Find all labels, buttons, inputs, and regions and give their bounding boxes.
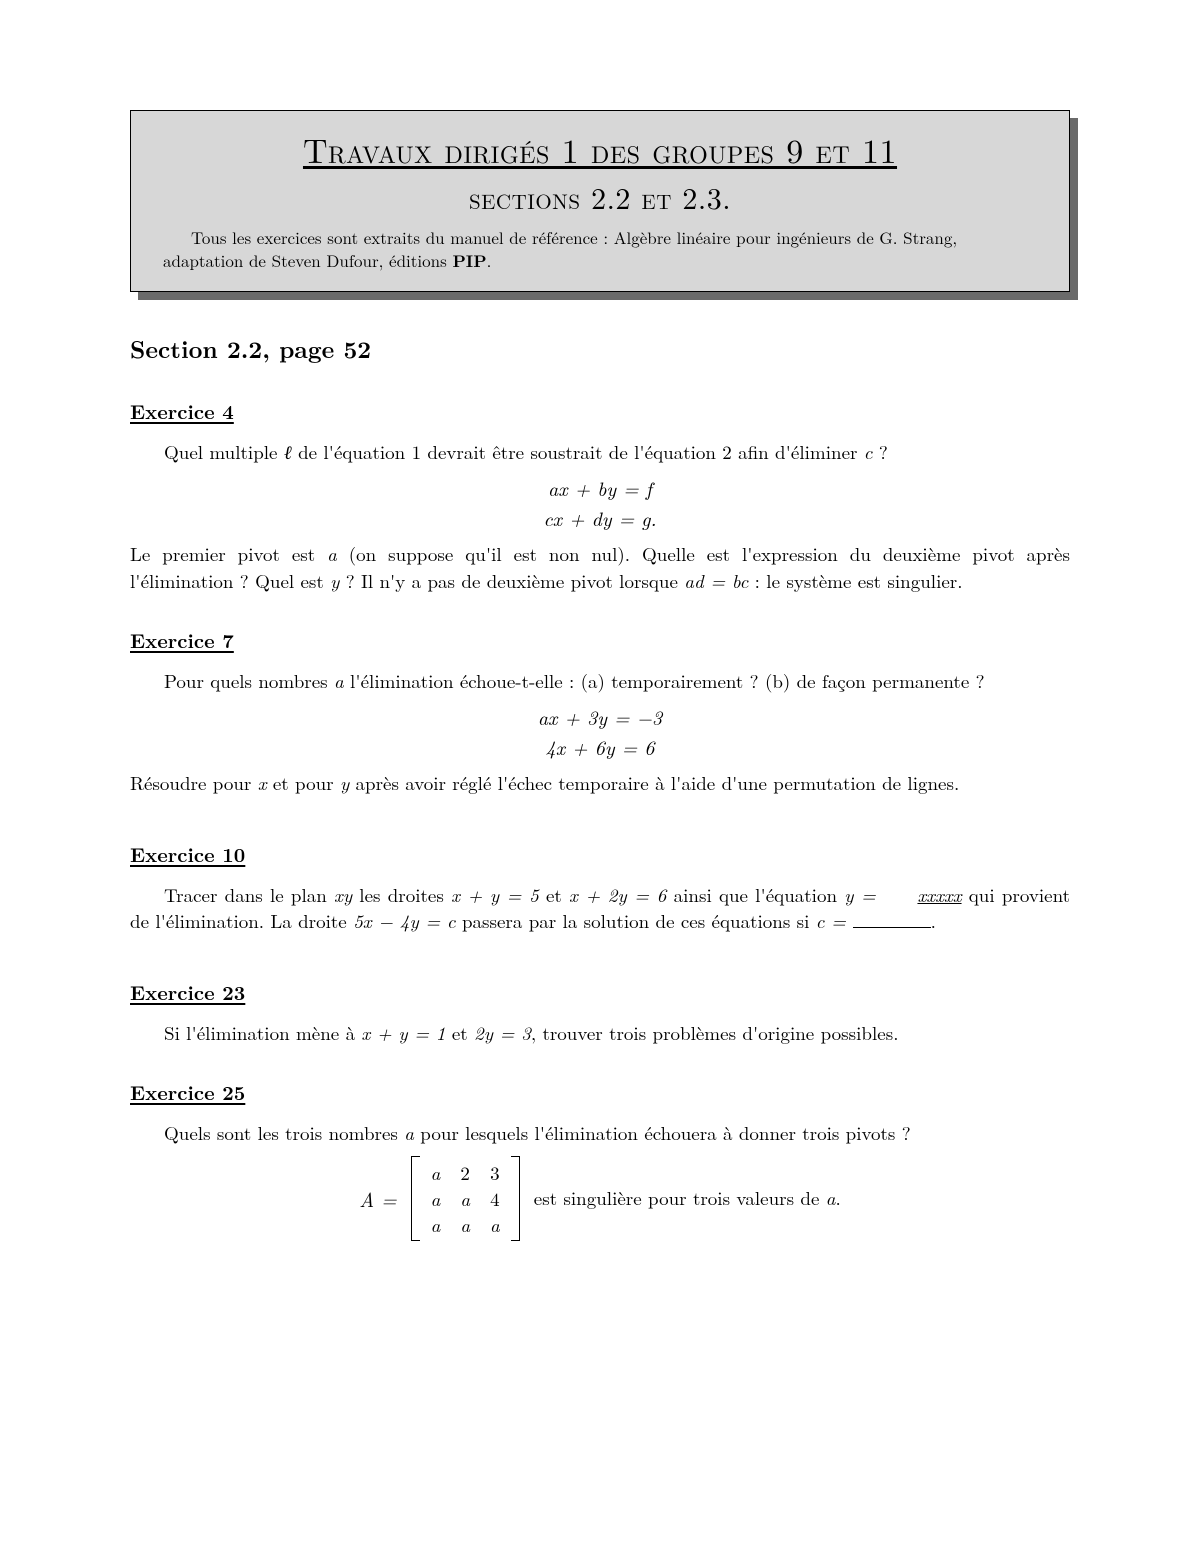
ex23-p1-c: , trouver trois problèmes d'origine poss… xyxy=(531,1019,899,1046)
matrix-cell: 4 xyxy=(480,1186,510,1212)
exercice-7-title: Exercice 7 xyxy=(130,625,1070,654)
ex7-eq2: 4x + 6y = 6 xyxy=(130,732,1070,762)
exercice-10-body: Tracer dans le plan xy les droites x + y… xyxy=(130,882,1070,935)
ex4-var-y: y xyxy=(330,567,339,594)
ex25-after-a: est singulière pour trois valeurs de xyxy=(534,1184,826,1211)
ex4-p1-a: Quel multiple xyxy=(164,438,284,465)
ex10-blank-2 xyxy=(853,910,931,928)
ex23-var-eq1: x + y = 1 xyxy=(361,1019,445,1046)
ex10-blank-1: xxxxx xyxy=(883,882,961,909)
ex7-var-x: x xyxy=(258,769,267,796)
ex4-p1-b: de l'équation 1 devrait être soustrait d… xyxy=(292,438,864,465)
ex4-p2-a: Le premier pivot est xyxy=(130,540,327,567)
ex10-p1-a: Tracer dans le plan xyxy=(164,881,334,908)
matrix-cell: 3 xyxy=(480,1160,510,1186)
ex10-var-ceq: c = xyxy=(816,907,853,934)
ex23-var-eq2: 2y = 3 xyxy=(474,1019,531,1046)
ex25-matrix: a23aa4aaa xyxy=(411,1156,520,1241)
ex4-p2-c: ? Il n'y a pas de deuxième pivot lorsque xyxy=(339,567,684,594)
title-desc-bold: PIP xyxy=(452,249,486,273)
title-description: Tous les exercices sont extraits du manu… xyxy=(159,226,1041,273)
ex23-p1-b: et xyxy=(446,1019,474,1046)
ex10-p1-b: les droites xyxy=(352,881,451,908)
exercice-23-title: Exercice 23 xyxy=(130,977,1070,1006)
ex10-p1-g: . xyxy=(931,907,936,934)
ex7-var-y: y xyxy=(340,769,349,796)
ex4-eq1: ax + by = f xyxy=(130,473,1070,503)
ex4-p1-c: ? xyxy=(873,438,888,465)
ex4-p2-d: : le système est singulier. xyxy=(748,567,962,594)
ex4-var-a: a xyxy=(327,540,337,567)
ex7-p2-a: Résoudre pour xyxy=(130,769,258,796)
exercice-4-body: Quel multiple ℓ de l'équation 1 devrait … xyxy=(130,439,1070,595)
ex4-eq2: cx + dy = g. xyxy=(130,503,1070,533)
ex25-after-var: a xyxy=(826,1184,836,1211)
ex10-var-eq3: 5x − 4y = c xyxy=(353,907,456,934)
ex10-var-eq2: x + 2y = 6 xyxy=(569,881,666,908)
matrix-cell: a xyxy=(480,1212,510,1238)
ex25-matrix-line: A = a23aa4aaa est singulière pour trois … xyxy=(130,1156,1070,1241)
ex7-equations: ax + 3y = −3 4x + 6y = 6 xyxy=(130,702,1070,762)
ex25-p1-b: pour lesquels l'élimination échouera à d… xyxy=(414,1119,911,1146)
ex7-p2-b: et pour xyxy=(267,769,340,796)
ex10-var-xy: xy xyxy=(334,881,352,908)
matrix-cell: a xyxy=(450,1212,480,1238)
exercice-10-title: Exercice 10 xyxy=(130,839,1070,868)
ex10-p1-c: et xyxy=(539,881,569,908)
ex4-equations: ax + by = f cx + dy = g. xyxy=(130,473,1070,533)
ex23-p1-a: Si l'élimination mène à xyxy=(164,1019,361,1046)
exercice-23-body: Si l'élimination mène à x + y = 1 et 2y … xyxy=(130,1020,1070,1047)
ex25-after-b: . xyxy=(835,1184,840,1211)
title-box: Travaux dirigés 1 des groupes 9 et 11 se… xyxy=(130,110,1070,292)
exercice-4-title: Exercice 4 xyxy=(130,396,1070,425)
title-desc-part1: Tous les exercices sont extraits du manu… xyxy=(163,225,957,272)
exercice-25-title: Exercice 25 xyxy=(130,1077,1070,1106)
matrix-cell: a xyxy=(421,1186,451,1212)
ex25-matrix-lhs: A = xyxy=(359,1185,396,1213)
matrix-table: a23aa4aaa xyxy=(421,1160,510,1237)
title-line-1: Travaux dirigés 1 des groupes 9 et 11 xyxy=(159,125,1041,173)
ex4-var-adbc: ad = bc xyxy=(684,567,748,594)
ex4-var-c: c xyxy=(864,438,873,465)
ex10-var-eq1: x + y = 5 xyxy=(451,881,539,908)
title-box-inner: Travaux dirigés 1 des groupes 9 et 11 se… xyxy=(130,110,1070,292)
exercice-25-body: Quels sont les trois nombres a pour lesq… xyxy=(130,1120,1070,1242)
document-page: Travaux dirigés 1 des groupes 9 et 11 se… xyxy=(0,0,1200,1553)
matrix-cell: a xyxy=(421,1212,451,1238)
exercice-7-body: Pour quels nombres a l'élimination échou… xyxy=(130,668,1070,797)
ex4-var-l: ℓ xyxy=(284,438,292,465)
ex10-p1-d: ainsi que l'équation xyxy=(666,881,844,908)
title-desc-part2: . xyxy=(487,248,492,272)
matrix-cell: a xyxy=(421,1160,451,1186)
ex10-p1-f: passera par la solution de ces équations… xyxy=(456,907,816,934)
ex10-var-yeq: y = xyxy=(844,881,883,908)
ex7-p2-c: après avoir réglé l'échec temporaire à l… xyxy=(349,769,959,796)
ex7-p1-a: Pour quels nombres xyxy=(164,667,334,694)
ex7-var-a: a xyxy=(334,667,344,694)
section-heading: Section 2.2, page 52 xyxy=(130,332,1070,366)
matrix-cell: a xyxy=(450,1186,480,1212)
matrix-cell: 2 xyxy=(450,1160,480,1186)
ex25-var-a: a xyxy=(404,1119,414,1146)
ex7-p1-b: l'élimination échoue-t-elle : (a) tempor… xyxy=(344,667,985,694)
ex25-p1-a: Quels sont les trois nombres xyxy=(164,1119,404,1146)
title-line-2: sections 2.2 et 2.3. xyxy=(159,175,1041,218)
ex7-eq1: ax + 3y = −3 xyxy=(130,702,1070,732)
